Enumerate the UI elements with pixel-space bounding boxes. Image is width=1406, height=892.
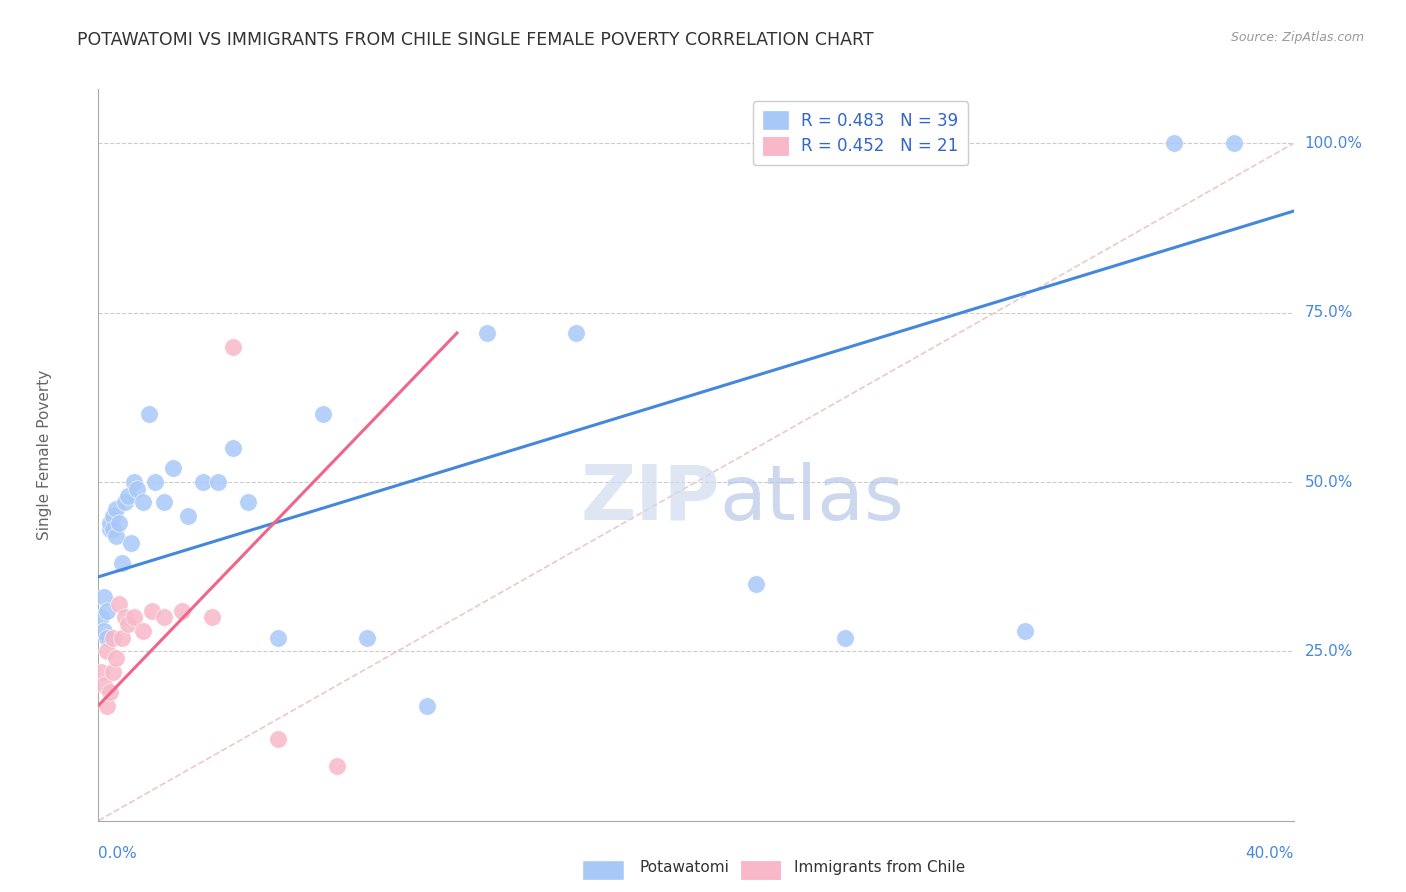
Point [416,698,439,713]
Point [124,475,146,489]
Point [153,610,176,624]
Point [132,495,155,509]
Point [96,631,118,645]
Point [127,482,149,496]
Point [191,475,214,489]
Text: Source: ZipAtlas.com: Source: ZipAtlas.com [1230,31,1364,45]
Point [356,631,378,645]
Point [93,678,115,692]
Point [98,516,122,530]
Point [207,475,229,489]
Text: POTAWATOMI VS IMMIGRANTS FROM CHILE SINGLE FEMALE POVERTY CORRELATION CHART: POTAWATOMI VS IMMIGRANTS FROM CHILE SING… [77,31,875,49]
Point [222,340,245,354]
Point [153,495,176,509]
Point [103,508,125,523]
Point [103,631,125,645]
Point [1163,136,1185,151]
Point [96,604,118,618]
Point [114,610,136,624]
Point [111,556,134,570]
Point [311,407,333,421]
Point [141,604,163,618]
Point [103,523,125,537]
Point [108,516,131,530]
Point [96,644,118,658]
Point [138,407,160,421]
Text: atlas: atlas [720,462,904,536]
Point [105,502,128,516]
Point [93,590,115,604]
Point [834,631,856,645]
Point [162,461,184,475]
Point [1014,624,1036,638]
Point [98,523,122,537]
Point [96,698,118,713]
Text: 100.0%: 100.0% [1305,136,1362,151]
Text: Potawatomi: Potawatomi [640,860,730,874]
Point [132,624,155,638]
Text: Immigrants from Chile: Immigrants from Chile [794,860,966,874]
Point [108,597,131,611]
Point [111,631,134,645]
Point [143,475,166,489]
Point [117,489,139,503]
Point [177,508,200,523]
Point [745,576,768,591]
Point [105,651,128,665]
Point [105,529,128,543]
Text: 75.0%: 75.0% [1305,305,1353,320]
Point [267,732,290,747]
Point [90,665,112,679]
Point [475,326,498,340]
Point [90,610,112,624]
Point [114,495,136,509]
Point [326,759,349,773]
Point [172,604,194,618]
Point [1223,136,1246,151]
Text: Single Female Poverty: Single Female Poverty [37,370,52,540]
Point [267,631,290,645]
Text: ZIP: ZIP [581,462,720,536]
Point [93,624,115,638]
Point [565,326,588,340]
Point [117,617,139,632]
Point [222,441,245,455]
Text: 40.0%: 40.0% [1246,846,1294,861]
Legend: R = 0.483   N = 39, R = 0.452   N = 21: R = 0.483 N = 39, R = 0.452 N = 21 [752,101,969,165]
Point [201,610,224,624]
Text: 25.0%: 25.0% [1305,644,1353,659]
Point [120,536,142,550]
Text: 0.0%: 0.0% [98,846,138,861]
Point [103,665,125,679]
Point [98,685,122,699]
Text: 50.0%: 50.0% [1305,475,1353,490]
Point [124,610,146,624]
Point [236,495,259,509]
